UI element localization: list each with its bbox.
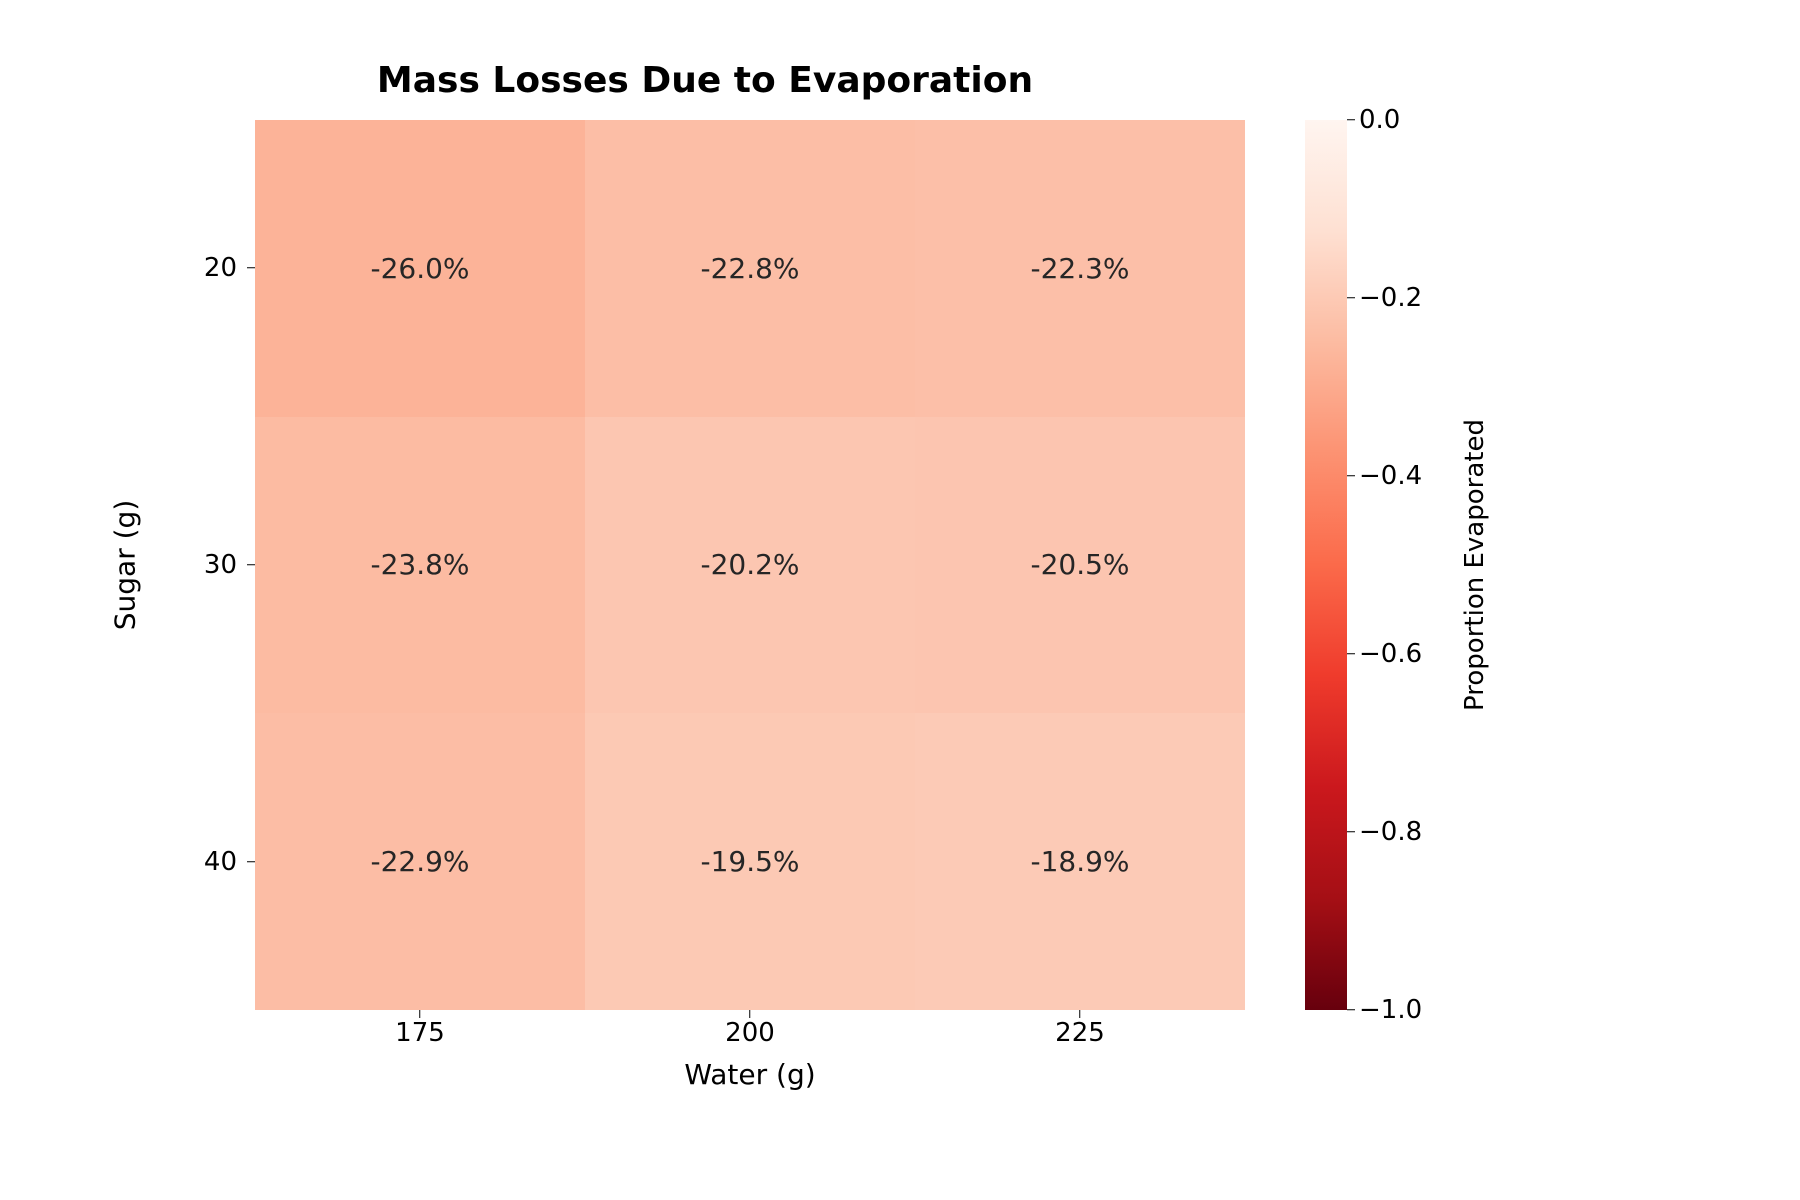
heatmap-cell: -20.2% <box>585 417 915 714</box>
heatmap-chart: Mass Losses Due to Evaporation Sugar (g)… <box>165 60 1635 1120</box>
x-tick-mark <box>419 1010 420 1018</box>
colorbar-tick-label: −0.6 <box>1359 639 1422 669</box>
colorbar-tick-mark <box>1347 119 1355 120</box>
heatmap-cell: -18.9% <box>915 713 1245 1010</box>
heatmap-cell: -22.9% <box>255 713 585 1010</box>
y-tick-mark <box>247 564 255 565</box>
colorbar-tick-mark <box>1347 831 1355 832</box>
chart-title: Mass Losses Due to Evaporation <box>165 60 1245 101</box>
y-axis: Sugar (g) 203040 <box>165 120 255 1010</box>
y-axis-label: Sugar (g) <box>109 500 142 630</box>
colorbar-tick-mark <box>1347 475 1355 476</box>
y-tick-label: 40 <box>204 847 237 877</box>
heatmap-cell: -20.5% <box>915 417 1245 714</box>
colorbar-gradient <box>1305 120 1347 1010</box>
colorbar-tick-mark <box>1347 653 1355 654</box>
y-tick-label: 20 <box>204 253 237 283</box>
plot-area: -26.0%-22.8%-22.3% -23.8%-20.2%-20.5% -22.… <box>255 120 1245 1010</box>
heatmap-cell: -23.8% <box>255 417 585 714</box>
x-tick-label: 175 <box>395 1018 445 1048</box>
colorbar-tick-label: −0.2 <box>1359 283 1422 313</box>
colorbar-label: Proportion Evaporated <box>1460 419 1490 711</box>
colorbar-tick-label: 0.0 <box>1359 105 1400 135</box>
colorbar-tick-mark <box>1347 1009 1355 1010</box>
heatmap-cell: -26.0% <box>255 120 585 417</box>
colorbar-tick-label: −0.8 <box>1359 817 1422 847</box>
heatmap-grid: -26.0%-22.8%-22.3% -23.8%-20.2%-20.5% -22.… <box>255 120 1245 1010</box>
x-axis: Water (g) 175 200 225 <box>255 1010 1245 1110</box>
heatmap-cell: -19.5% <box>585 713 915 1010</box>
heatmap-cell: -22.3% <box>915 120 1245 417</box>
colorbar: Proportion Evaporated 0.0−0.2−0.4−0.6−0.… <box>1305 120 1635 1010</box>
y-tick-label: 30 <box>204 550 237 580</box>
y-tick-mark <box>247 861 255 862</box>
x-tick-label: 225 <box>1055 1018 1105 1048</box>
x-tick-mark <box>1079 1010 1080 1018</box>
x-axis-label: Water (g) <box>255 1058 1245 1091</box>
y-tick-mark <box>247 268 255 269</box>
colorbar-tick-mark <box>1347 297 1355 298</box>
colorbar-tick-label: −0.4 <box>1359 461 1422 491</box>
heatmap-cell: -22.8% <box>585 120 915 417</box>
x-tick-mark <box>749 1010 750 1018</box>
x-tick-label: 200 <box>725 1018 775 1048</box>
colorbar-tick-label: −1.0 <box>1359 995 1422 1025</box>
